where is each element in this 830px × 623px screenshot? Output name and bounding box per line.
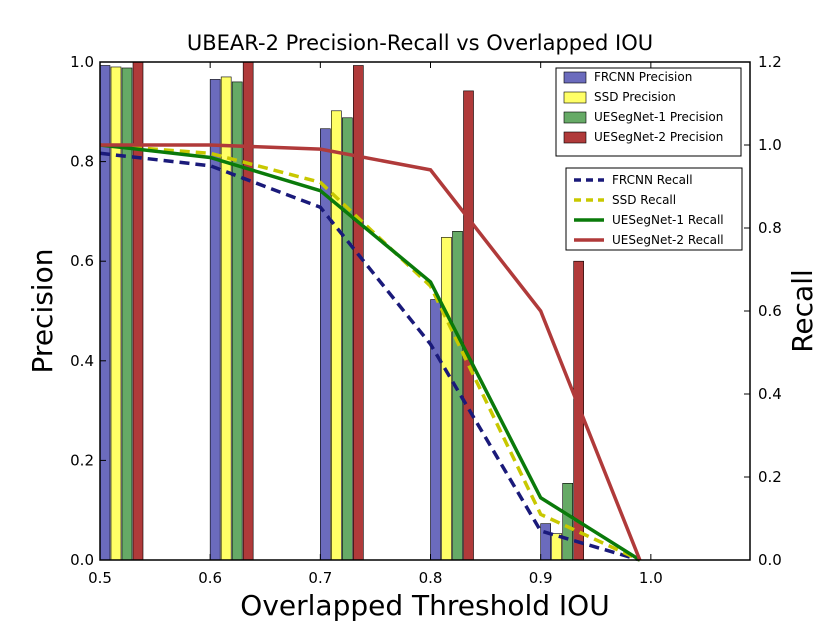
line-series-3 [100,143,642,561]
chart-title: UBEAR-2 Precision-Recall vs Overlapped I… [187,31,653,55]
x-tick-label: 0.8 [419,569,443,587]
bar-legend-swatch [563,111,587,124]
bar-0-4 [540,523,551,561]
bar-3-3 [463,90,474,561]
bar-0-1 [209,79,221,561]
bar-2-4 [562,483,573,561]
bar-3-0 [132,61,144,561]
x-axis-ticks: 0.5 0.6 0.7 0.8 0.9 1.0 [88,62,663,587]
bar-legend-swatch [563,91,587,104]
line-series-2 [99,143,641,562]
y2-axis-ticks: 0.0 0.2 0.4 0.6 0.8 1.0 1.2 [744,53,782,569]
y-axis-title: Precision [26,249,59,374]
line-legend-frame [565,167,743,251]
bar-0-3 [430,299,441,561]
y-tick-label: 0.2 [70,451,94,469]
x-tick-label: 1.0 [639,569,663,587]
y2-tick-label: 0.0 [758,551,782,569]
y-axis-ticks: 0.0 0.2 0.4 0.6 0.8 1.0 [70,53,106,569]
y2-tick-label: 0.2 [758,468,782,486]
y-tick-label: 0.4 [70,352,94,370]
y2-axis-title: Recall [786,269,819,353]
bar-1-3 [441,236,452,561]
bar-legend-label: SSD Precision [594,90,676,104]
line-legend: FRCNN Recall SSD Recall UESegNet-1 Recall U… [565,167,743,251]
bar-0-0 [99,65,111,561]
bar-1-2 [331,110,342,561]
y2-tick-label: 0.8 [758,219,782,237]
bar-legend-swatch [563,131,587,144]
bar-legend-label: UESegNet-1 Precision [594,110,723,124]
bar-1-1 [220,76,232,561]
line-legend-label: UESegNet-2 Recall [612,233,724,247]
bar-3-2 [353,65,364,561]
x-tick-label: 0.5 [88,569,112,587]
bar-2-0 [121,67,133,561]
y-tick-label: 0.0 [70,551,94,569]
line-legend-label: SSD Recall [612,193,676,207]
bar-legend-swatch [563,71,587,84]
bar-2-2 [342,117,353,561]
bar-legend-frame [555,67,742,157]
bar-3-1 [242,61,254,561]
bar-2-1 [231,81,243,561]
y-tick-label: 0.6 [70,252,94,270]
y2-tick-label: 0.4 [758,385,782,403]
bar-legend-label: FRCNN Precision [594,70,692,84]
y-tick-label: 1.0 [70,53,94,71]
y-tick-label: 0.8 [70,153,94,171]
x-tick-label: 0.7 [308,569,332,587]
line-legend-label: UESegNet-1 Recall [612,213,724,227]
bar-legend: FRCNN Precision SSD Precision UESegNet-1 P… [555,67,742,157]
x-axis-title: Overlapped Threshold IOU [240,589,609,622]
line-series-1 [99,143,641,562]
bars-layer [99,61,584,561]
y2-tick-label: 1.2 [758,53,782,71]
line-legend-label: FRCNN Recall [612,173,693,187]
y2-tick-label: 1.0 [758,136,782,154]
bar-legend-label: UESegNet-2 Precision [594,130,723,144]
lines-layer [99,143,642,562]
x-tick-label: 0.6 [198,569,222,587]
y2-tick-label: 0.6 [758,302,782,320]
bar-1-0 [110,66,122,561]
x-tick-label: 0.9 [529,569,553,587]
